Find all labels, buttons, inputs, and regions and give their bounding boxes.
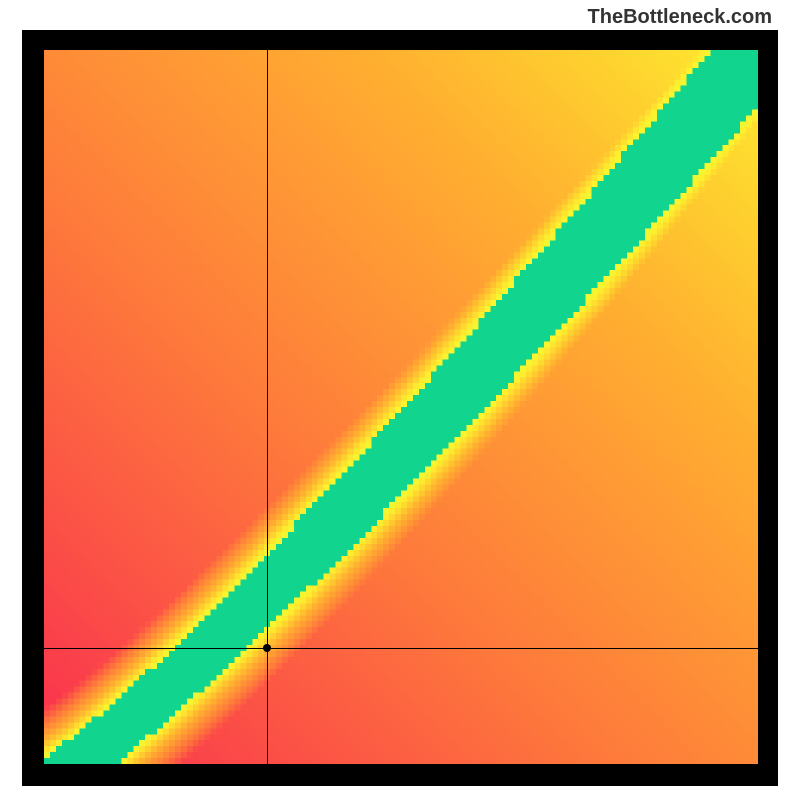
- selected-point-marker: [263, 644, 271, 652]
- plot-border: [22, 30, 778, 786]
- plot-area: [44, 50, 758, 764]
- crosshair-vertical: [267, 50, 268, 764]
- watermark-text: TheBottleneck.com: [588, 6, 772, 29]
- chart-container: TheBottleneck.com: [0, 0, 800, 800]
- heatmap-canvas: [44, 50, 758, 764]
- crosshair-horizontal: [44, 648, 758, 649]
